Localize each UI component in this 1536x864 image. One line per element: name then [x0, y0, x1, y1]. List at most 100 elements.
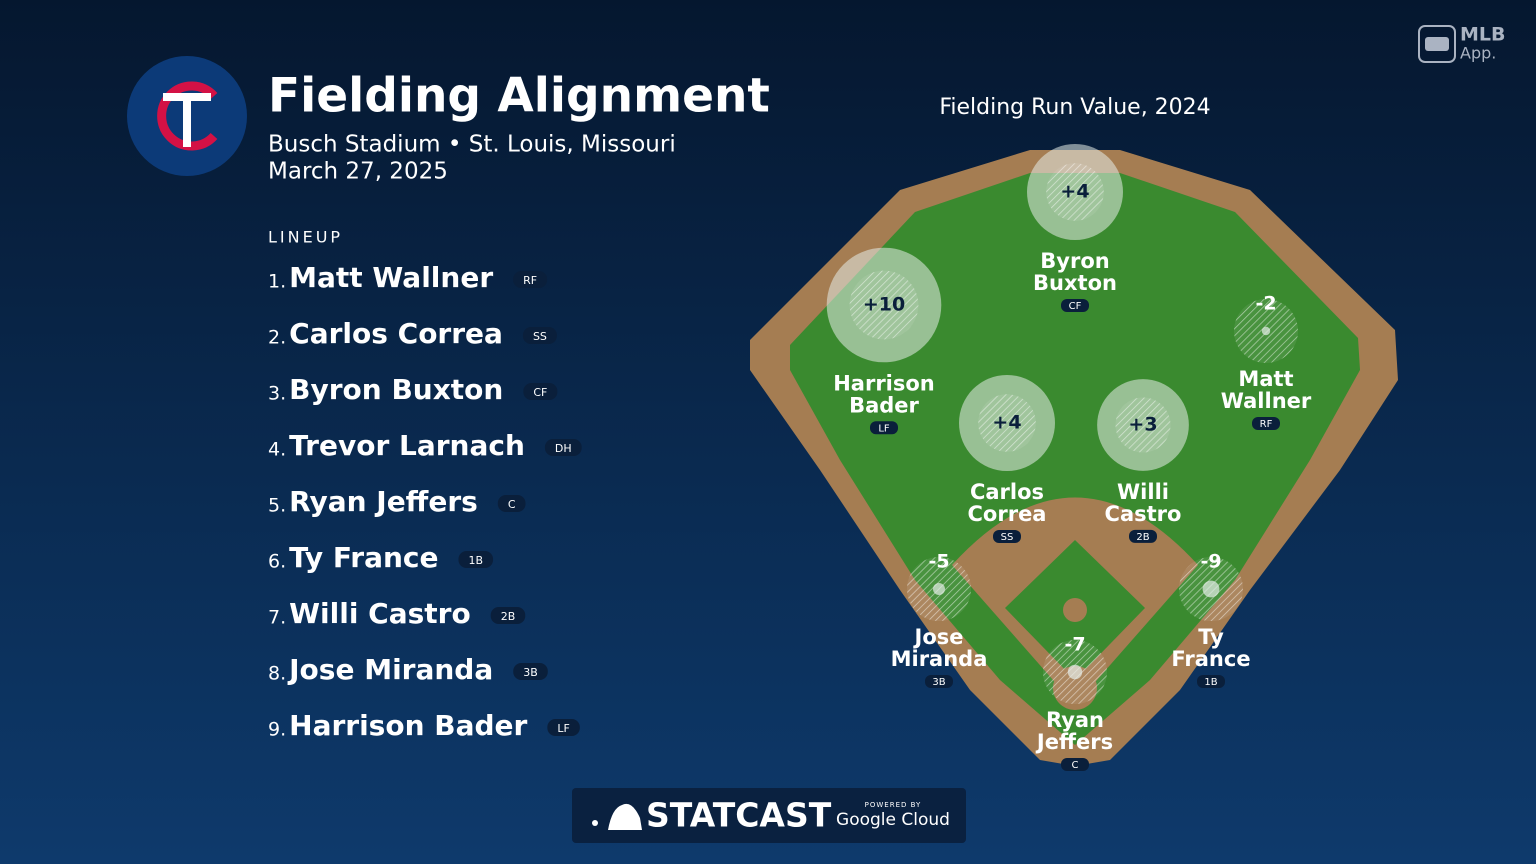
lineup-order: 2.: [268, 327, 286, 349]
player-first: Matt: [1238, 367, 1293, 391]
player-first: Jose: [913, 625, 964, 649]
player-last: France: [1171, 647, 1250, 671]
lineup-order: 1.: [268, 271, 286, 293]
position-badge: [513, 663, 548, 680]
title: Fielding Alignment: [268, 69, 770, 124]
lineup-name: Matt Wallner: [289, 261, 493, 294]
lineup-name: Trevor Larnach: [289, 429, 525, 462]
lineup-order: 6.: [268, 551, 286, 573]
lineup-name: Carlos Correa: [289, 317, 503, 350]
app-label: App.: [1460, 44, 1496, 63]
lineup-position: DH: [555, 442, 572, 455]
lineup: 1. Matt Wallner RF 2. Carlos Correa SS 3. Byron…: [268, 261, 582, 742]
value-label: +4: [1060, 181, 1089, 203]
value-label: -2: [1255, 293, 1276, 315]
position-badge: [1061, 758, 1089, 771]
partner: Google Cloud: [836, 810, 950, 830]
player-position: CF: [1069, 301, 1082, 312]
lineup-position: 3B: [523, 666, 538, 679]
fielders: +4ByronBuxtonCF+10HarrisonBaderLF-2MattW…: [826, 144, 1312, 771]
value-hatch: [849, 270, 919, 340]
value-label: +3: [1128, 414, 1157, 436]
player-first: Willi: [1117, 480, 1169, 504]
value-hatch: [978, 394, 1036, 452]
lineup-position: LF: [557, 722, 569, 735]
value-label: +4: [992, 412, 1021, 434]
value-hatch: [1046, 163, 1104, 221]
lineup-name: Willi Castro: [289, 597, 471, 630]
value-core: [933, 583, 945, 595]
position-badge: [497, 495, 526, 512]
position-badge: [523, 383, 558, 400]
value-label: +10: [863, 294, 905, 316]
lineup-name: Ty France: [289, 541, 438, 574]
lineup-order: 4.: [268, 439, 286, 461]
lineup-order: 9.: [268, 719, 286, 741]
player-first: Harrison: [833, 371, 935, 395]
value-label: -9: [1200, 551, 1221, 573]
player-position: 2B: [1136, 532, 1149, 543]
value-label: -5: [928, 551, 949, 573]
date: March 27, 2025: [268, 159, 448, 185]
position-badge: [490, 607, 526, 624]
player-first: Byron: [1040, 249, 1109, 273]
position-badge: [458, 551, 494, 568]
value-core: [1261, 326, 1271, 336]
player-first: Carlos: [970, 480, 1044, 504]
player-last: Correa: [968, 502, 1047, 526]
footer-badge: STATCAST POWERED BY Google Cloud: [572, 788, 966, 843]
lineup-name: Jose Miranda: [287, 653, 493, 686]
lineup-position: CF: [533, 386, 547, 399]
lineup-order: 7.: [268, 607, 286, 629]
player-last: Castro: [1105, 502, 1182, 526]
lineup-order: 3.: [268, 383, 286, 405]
lineup-label: LINEUP: [268, 228, 343, 247]
app-name: MLB: [1460, 24, 1506, 46]
position-badge: [513, 271, 548, 288]
value-core: [1202, 580, 1220, 598]
player-position: RF: [1260, 419, 1273, 430]
player-last: Miranda: [891, 647, 988, 671]
value-core: [1067, 664, 1083, 680]
lineup-position: RF: [523, 274, 537, 287]
player-last: Wallner: [1221, 389, 1312, 413]
lineup-position: C: [508, 498, 516, 511]
player-last: Jeffers: [1035, 730, 1113, 754]
position-badge: [547, 719, 580, 736]
lineup-order: 8.: [268, 663, 286, 685]
player-last: Buxton: [1033, 271, 1117, 295]
position-badge: [1197, 675, 1225, 688]
player-position: 1B: [1204, 677, 1217, 688]
app-badge: MLB App.: [1418, 24, 1506, 63]
player-position: LF: [878, 423, 890, 434]
player-position: 3B: [932, 677, 945, 688]
player-position: SS: [1001, 532, 1014, 543]
lineup-order: 5.: [268, 495, 286, 517]
lineup-name: Harrison Bader: [289, 709, 527, 742]
lineup-position: SS: [533, 330, 547, 343]
venue: Busch Stadium • St. Louis, Missouri: [268, 132, 676, 158]
lineup-position: 2B: [501, 610, 516, 623]
value-label: -7: [1064, 634, 1085, 656]
position-badge: [925, 675, 953, 688]
position-badge: [1061, 299, 1089, 312]
player-last: Bader: [849, 393, 919, 417]
player-first: Ty: [1198, 625, 1224, 649]
position-badge: [870, 421, 898, 435]
powered-by: POWERED BY: [865, 801, 922, 809]
statcast-logo: STATCAST: [646, 796, 832, 835]
team-logo: [127, 56, 247, 176]
field-title: Fielding Run Value, 2024: [939, 95, 1210, 120]
position-badge: [522, 327, 557, 344]
value-hatch: [1115, 397, 1171, 453]
lineup-position: 1B: [468, 554, 483, 567]
position-badge: [544, 439, 582, 456]
player-first: Ryan: [1046, 708, 1104, 732]
position-badge: [993, 530, 1021, 543]
position-badge: [1252, 417, 1280, 430]
player-position: C: [1072, 760, 1079, 771]
lineup-name: Byron Buxton: [289, 373, 503, 406]
lineup-name: Ryan Jeffers: [289, 485, 478, 518]
